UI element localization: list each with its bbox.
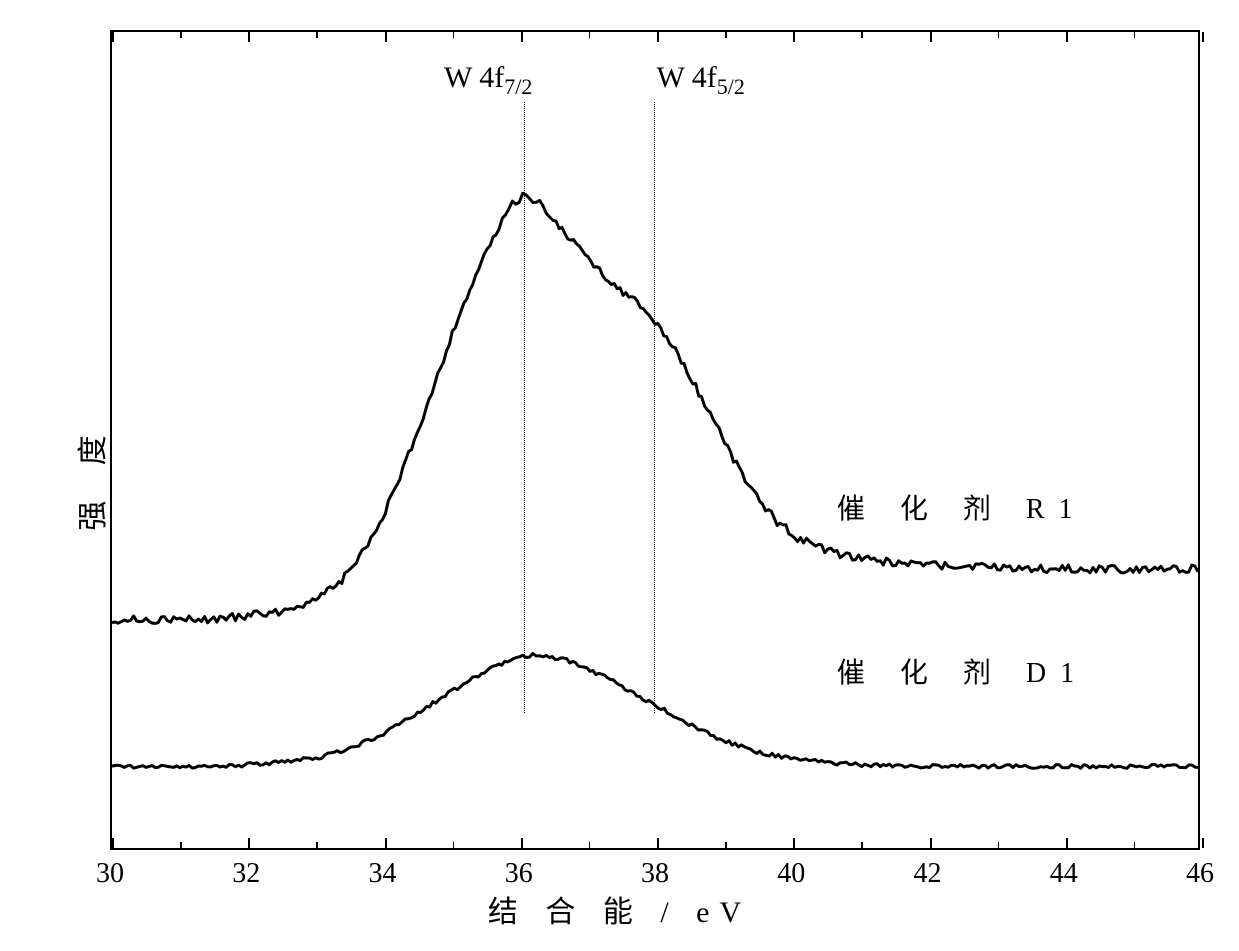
x-tick-label: 46 [1186, 858, 1214, 890]
x-minor-tick-top [725, 32, 727, 38]
x-tick-bottom [1202, 838, 1204, 848]
reference-line [654, 102, 655, 713]
x-minor-tick-bottom [861, 842, 863, 848]
x-minor-tick-bottom [998, 842, 1000, 848]
annotation-label: W 4f5/2 [657, 61, 745, 100]
x-tick-top [793, 32, 795, 42]
x-minor-tick-top [589, 32, 591, 38]
series-label-D1: 催 化 剂 D1 [837, 651, 1088, 691]
x-minor-tick-top [861, 32, 863, 38]
x-minor-tick-top [1134, 32, 1136, 38]
annotation-sub: 5/2 [717, 74, 745, 99]
x-tick-bottom [385, 838, 387, 848]
annotation-main: W 4f [444, 61, 504, 94]
x-tick-bottom [521, 838, 523, 848]
x-tick-label: 44 [1050, 858, 1078, 890]
x-tick-bottom [930, 838, 932, 848]
x-tick-label: 38 [641, 858, 669, 890]
x-tick-label: 40 [777, 858, 805, 890]
annotation-label: W 4f7/2 [444, 61, 532, 100]
x-tick-top [1202, 32, 1204, 42]
x-tick-bottom [1066, 838, 1068, 848]
x-minor-tick-top [998, 32, 1000, 38]
x-tick-bottom [248, 838, 250, 848]
annotation-sub: 7/2 [504, 74, 532, 99]
x-minor-tick-bottom [725, 842, 727, 848]
x-tick-bottom [657, 838, 659, 848]
x-minor-tick-bottom [1134, 842, 1136, 848]
series-label-R1: 催 化 剂 R1 [837, 487, 1087, 527]
x-tick-top [112, 32, 114, 42]
x-tick-label: 42 [914, 858, 942, 890]
x-tick-label: 30 [96, 858, 124, 890]
x-tick-top [930, 32, 932, 42]
x-axis-label: 结 合 能 / eV [488, 887, 751, 931]
x-tick-top [385, 32, 387, 42]
annotation-main: W 4f [657, 61, 717, 94]
x-minor-tick-top [316, 32, 318, 38]
x-tick-top [521, 32, 523, 42]
x-minor-tick-bottom [316, 842, 318, 848]
x-tick-top [657, 32, 659, 42]
x-tick-top [1066, 32, 1068, 42]
plot-area: W 4f7/2W 4f5/2催 化 剂 R1催 化 剂 D1 [110, 30, 1200, 850]
chart-svg [112, 32, 1198, 848]
x-tick-label: 36 [505, 858, 533, 890]
x-minor-tick-top [180, 32, 182, 38]
y-axis-label: 强 度 [68, 421, 112, 531]
x-tick-bottom [112, 838, 114, 848]
x-minor-tick-bottom [589, 842, 591, 848]
x-tick-bottom [793, 838, 795, 848]
x-tick-label: 34 [369, 858, 397, 890]
chart-container: W 4f7/2W 4f5/2催 化 剂 R1催 化 剂 D1 303234363… [110, 30, 1200, 850]
reference-line [524, 102, 525, 713]
x-minor-tick-top [453, 32, 455, 38]
x-minor-tick-bottom [453, 842, 455, 848]
x-tick-top [248, 32, 250, 42]
series-curve-R1 [112, 193, 1198, 623]
x-minor-tick-bottom [180, 842, 182, 848]
x-tick-label: 32 [232, 858, 260, 890]
